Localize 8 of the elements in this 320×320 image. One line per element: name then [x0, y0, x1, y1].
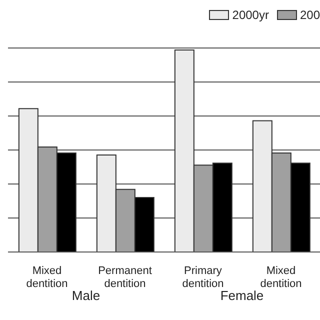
- x-tick-label: Primary dentition: [182, 265, 224, 290]
- text: Female: [219, 288, 265, 303]
- x-tick-label: Mixed dentition: [260, 265, 302, 290]
- legend-label: 200: [298, 8, 320, 22]
- x-tick-label: Mixed dentition: [26, 265, 68, 290]
- text: Male: [72, 288, 100, 303]
- x-tick-label: Permanent dentition: [98, 265, 152, 290]
- legend-label: 2000yr: [231, 8, 269, 22]
